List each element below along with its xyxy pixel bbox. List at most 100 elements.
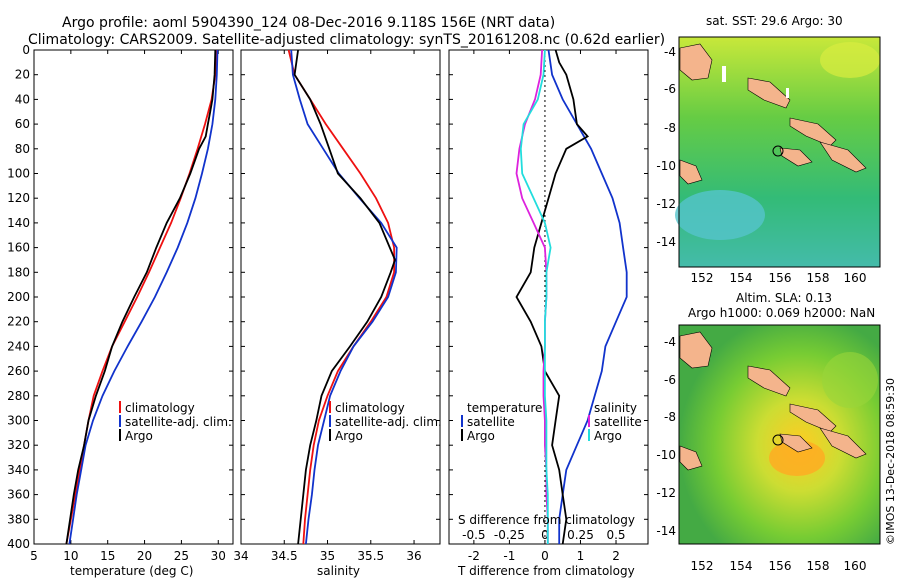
x-tick-label: 1 (577, 549, 585, 563)
series-line-satellite-adj-clim- (290, 50, 398, 544)
depth-tick-label: 40 (15, 92, 30, 106)
legend-satellite: satellite-adj. clim. (335, 415, 442, 429)
sla-patch (822, 352, 878, 408)
land-bougainville (747, 365, 791, 397)
x-tick-label: 36 (406, 549, 421, 563)
temperature-xlabel: temperature (deg C) (70, 564, 193, 578)
x-tick-label: 35 (320, 549, 335, 563)
sla-ytick: -12 (656, 486, 676, 500)
title-line1: Argo profile: aoml 5904390_124 08-Dec-20… (62, 15, 555, 31)
difference-axes (448, 49, 649, 545)
sla-ytick: -10 (656, 448, 676, 462)
land-new-britain-west (679, 331, 713, 369)
sst-ytick: -6 (664, 82, 676, 96)
sla-map-title-2: Argo h1000: 0.069 h2000: NaN (688, 306, 875, 320)
sst-ytick: -8 (664, 121, 676, 135)
depth-tick-label: 380 (7, 512, 30, 526)
sla-ytick: -8 (664, 410, 676, 424)
series-line-satellite-adj-clim- (68, 50, 219, 544)
argo-location-marker (772, 145, 784, 157)
legend-t-satellite: satellite (467, 415, 515, 429)
depth-tick-label: 20 (15, 68, 30, 82)
sla-ytick: -6 (664, 373, 676, 387)
sst-xtick: 152 (691, 271, 714, 285)
sst-ytick: -10 (656, 159, 676, 173)
depth-tick-label: 260 (7, 364, 30, 378)
legend-climatology: climatology (335, 401, 405, 415)
sst-map-xticks: 152 154 156 158 160 (691, 271, 867, 285)
depth-tick-label: 160 (7, 241, 30, 255)
copyright-stamp: ©IMOS 13-Dec-2018 08:59:30 (884, 378, 897, 545)
legend-s-argo: Argo (594, 429, 622, 443)
sla-ytick: -4 (664, 335, 676, 349)
argo-location-marker (772, 434, 784, 446)
sla-map-xticks: 152 154 156 158 160 (691, 559, 867, 573)
sla-xtick: 158 (807, 559, 830, 573)
sst-missing-2 (786, 88, 789, 98)
sst-map-title: sat. SST: 29.6 Argo: 30 (706, 14, 843, 28)
depth-tick-label: 100 (7, 167, 30, 181)
sla-map (678, 324, 881, 545)
sst-ytick: -14 (656, 235, 676, 249)
sla-map-yticks: -4 -6 -8 -10 -12 -14 (656, 335, 676, 538)
sst-map-yticks: -4 -6 -8 -10 -12 -14 (656, 45, 676, 249)
x-tick-label: 0 (541, 549, 549, 563)
series-line-s-satellite (515, 50, 549, 544)
depth-tick-label: 280 (7, 389, 30, 403)
legend-argo: Argo (335, 429, 363, 443)
legend-t-argo: Argo (467, 429, 495, 443)
sst-ytick: -12 (656, 197, 676, 211)
depth-tick-label: 120 (7, 191, 30, 205)
s-diff-tick-label: 0.5 (606, 528, 625, 542)
salinity-legend: climatology satellite-adj. clim. Argo (329, 401, 442, 443)
sst-cool-patch (675, 190, 765, 240)
x-tick-label: 30 (211, 549, 226, 563)
depth-tick-label: 240 (7, 339, 30, 353)
salinity-series (287, 50, 398, 544)
series-line-argo (65, 50, 217, 544)
land-solomon-2 (819, 427, 867, 459)
x-axes-ticks: 5 10 15 20 25 30 34 34.5 35 35.5 36 -2 -1 0 1 2 -0.5 -0.2… (30, 50, 626, 563)
depth-axis: 0 20 40 60 80 100 120 140 160 180 200 220 240 260 280 3… (7, 43, 648, 551)
depth-tick-label: 180 (7, 265, 30, 279)
sst-xtick: 160 (844, 271, 867, 285)
series-line-t-argo (515, 50, 589, 544)
land-bougainville (747, 77, 791, 109)
sst-ytick: -4 (664, 45, 676, 59)
sla-xtick: 152 (691, 559, 714, 573)
depth-tick-label: 300 (7, 414, 30, 428)
x-tick-label: 5 (30, 549, 38, 563)
sla-xtick: 156 (769, 559, 792, 573)
sst-xtick: 158 (807, 271, 830, 285)
sla-high-patch (769, 440, 825, 476)
sst-xtick: 156 (769, 271, 792, 285)
land-solomon-2 (819, 141, 867, 173)
x-tick-label: 35.5 (357, 549, 384, 563)
salinity-xlabel: salinity (317, 564, 360, 578)
sla-ytick: -14 (656, 524, 676, 538)
salinity-axes (240, 49, 441, 545)
depth-tick-label: 140 (7, 216, 30, 230)
sla-xtick: 154 (730, 559, 753, 573)
x-tick-label: -2 (468, 549, 480, 563)
depth-tick-label: 400 (7, 537, 30, 551)
sst-warm-patch (820, 42, 880, 78)
sst-map (675, 36, 881, 268)
sst-map-frame (678, 36, 881, 268)
depth-tick-label: 340 (7, 463, 30, 477)
series-line-argo (293, 50, 396, 544)
series-line-s-argo (519, 50, 552, 544)
series-line-climatology (65, 50, 218, 544)
s-diff-tick-label: -0.25 (494, 528, 525, 542)
difference-legend: temperature satellite Argo salinity sate… (461, 401, 642, 443)
depth-tick-label: 320 (7, 438, 30, 452)
x-tick-label: 20 (137, 549, 152, 563)
depth-tick-label: 60 (15, 117, 30, 131)
legend-temperature-title: temperature (467, 401, 542, 415)
depth-tick-label: 0 (22, 43, 30, 57)
legend-satellite: satellite-adj. clim. (125, 415, 232, 429)
x-tick-label: 10 (63, 549, 78, 563)
land-png-tip (679, 445, 703, 471)
s-diff-tick-label: -0.5 (462, 528, 485, 542)
